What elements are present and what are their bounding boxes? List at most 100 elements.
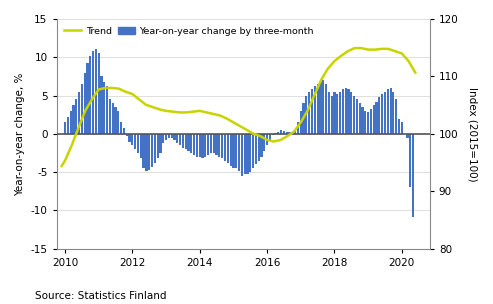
Bar xyxy=(148,134,150,170)
Y-axis label: Index (2015=100): Index (2015=100) xyxy=(468,87,478,181)
Legend: Trend, Year-on-year change by three-month: Trend, Year-on-year change by three-mont… xyxy=(61,24,317,39)
Bar xyxy=(199,134,201,157)
Bar xyxy=(350,92,352,134)
Bar xyxy=(389,88,392,134)
Bar xyxy=(387,89,389,134)
Bar xyxy=(328,92,330,134)
Bar xyxy=(412,134,414,216)
Bar xyxy=(67,117,69,134)
Bar xyxy=(162,134,164,143)
Text: Source: Statistics Finland: Source: Statistics Finland xyxy=(35,291,166,301)
Bar xyxy=(154,134,156,163)
Bar xyxy=(345,88,347,134)
Bar xyxy=(303,103,305,134)
Bar xyxy=(392,92,394,134)
Bar xyxy=(165,134,167,140)
Bar xyxy=(333,92,336,134)
Bar xyxy=(238,134,240,171)
Bar xyxy=(126,134,128,136)
Bar xyxy=(182,134,184,148)
Bar xyxy=(280,130,282,134)
Bar xyxy=(224,134,226,161)
Bar xyxy=(308,92,310,134)
Y-axis label: Year-on-year change, %: Year-on-year change, % xyxy=(15,72,25,195)
Bar xyxy=(176,134,178,143)
Bar xyxy=(212,134,215,153)
Bar xyxy=(314,86,316,134)
Bar xyxy=(92,51,94,134)
Bar xyxy=(260,134,263,157)
Bar xyxy=(218,134,220,157)
Bar xyxy=(252,134,254,168)
Bar xyxy=(159,134,162,153)
Bar xyxy=(70,111,71,134)
Bar xyxy=(204,134,207,157)
Bar xyxy=(129,134,131,141)
Bar xyxy=(81,84,83,134)
Bar xyxy=(370,109,372,134)
Bar xyxy=(151,134,153,167)
Bar xyxy=(83,73,86,134)
Bar xyxy=(331,95,333,134)
Bar xyxy=(78,92,80,134)
Bar xyxy=(114,107,117,134)
Bar xyxy=(221,134,223,158)
Bar xyxy=(283,131,285,134)
Bar xyxy=(142,134,144,168)
Bar xyxy=(305,95,308,134)
Bar xyxy=(89,56,91,134)
Bar xyxy=(75,99,77,134)
Bar xyxy=(322,80,324,134)
Bar xyxy=(263,134,265,151)
Bar xyxy=(235,134,237,168)
Bar xyxy=(401,123,403,134)
Bar xyxy=(395,99,397,134)
Bar xyxy=(210,134,212,153)
Bar xyxy=(241,134,243,176)
Bar xyxy=(336,94,338,134)
Bar xyxy=(64,123,66,134)
Bar xyxy=(196,134,198,157)
Bar xyxy=(358,103,361,134)
Bar xyxy=(246,134,248,174)
Bar xyxy=(409,134,411,188)
Bar xyxy=(207,134,209,155)
Bar xyxy=(193,134,195,155)
Bar xyxy=(101,76,103,134)
Bar xyxy=(348,89,350,134)
Bar xyxy=(86,64,89,134)
Bar xyxy=(266,134,268,145)
Bar xyxy=(384,92,386,134)
Bar xyxy=(342,89,344,134)
Bar xyxy=(134,134,136,149)
Bar xyxy=(325,84,327,134)
Bar xyxy=(356,99,358,134)
Bar xyxy=(297,123,299,134)
Bar xyxy=(168,134,170,138)
Bar xyxy=(311,89,313,134)
Bar xyxy=(272,134,274,135)
Bar xyxy=(376,102,378,134)
Bar xyxy=(288,132,291,134)
Bar xyxy=(285,132,288,134)
Bar xyxy=(187,134,190,151)
Bar xyxy=(227,134,229,163)
Bar xyxy=(157,134,159,158)
Bar xyxy=(398,119,400,134)
Bar xyxy=(255,134,257,164)
Bar xyxy=(120,123,122,134)
Bar xyxy=(406,134,409,138)
Bar xyxy=(232,134,235,168)
Bar xyxy=(190,134,192,153)
Bar xyxy=(171,134,173,138)
Bar xyxy=(373,105,375,134)
Bar xyxy=(339,92,341,134)
Bar xyxy=(137,134,139,153)
Bar xyxy=(202,134,204,158)
Bar xyxy=(103,82,106,134)
Bar xyxy=(244,134,246,174)
Bar xyxy=(230,134,232,166)
Bar xyxy=(123,128,125,134)
Bar xyxy=(72,105,74,134)
Bar xyxy=(111,103,114,134)
